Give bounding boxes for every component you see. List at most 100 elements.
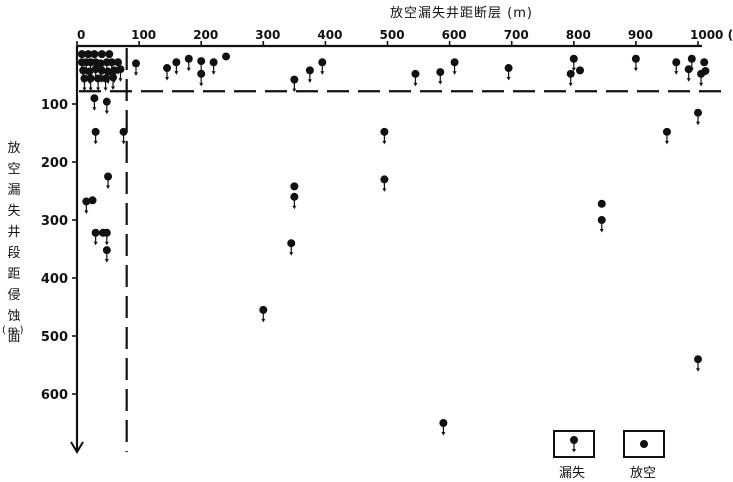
marker-arrowhead [106, 185, 111, 189]
marker-arrowhead [674, 71, 679, 75]
drilling-break-point [597, 199, 606, 208]
marker-dot [97, 66, 106, 75]
marker-dot [305, 66, 314, 75]
lost-circulation-point [411, 69, 420, 87]
marker-arrowhead [413, 82, 418, 87]
marker-dot [684, 65, 693, 74]
x-tick-label: 400 [317, 28, 342, 42]
marker-arrowhead [174, 71, 179, 75]
marker-dot [172, 58, 181, 67]
marker-arrowhead [696, 121, 700, 126]
marker-arrowhead [568, 82, 573, 87]
marker-arrowhead [572, 449, 576, 453]
marker-arrowhead [104, 259, 109, 263]
marker-dot [290, 192, 299, 201]
marker-dot [109, 73, 118, 82]
lost-circulation-point [290, 75, 299, 93]
marker-dot [209, 58, 218, 67]
marker-dot [107, 58, 116, 67]
lost-circulation-point [318, 58, 327, 75]
marker-dot [104, 67, 113, 76]
drilling-break-point [99, 228, 108, 237]
marker-dot [197, 69, 206, 78]
marker-dot [101, 74, 110, 83]
lost-circulation-point [91, 127, 100, 145]
lost-circulation-point [684, 65, 693, 82]
marker-arrowhead [320, 71, 325, 75]
marker-dot [411, 69, 420, 78]
marker-dot [687, 54, 696, 63]
lost-circulation-point [104, 172, 113, 189]
lost-circulation-point [109, 73, 118, 90]
marker-dot [436, 68, 445, 77]
y-tick-label: 300 [41, 214, 68, 229]
y-axis-unit: (m) [2, 325, 26, 336]
marker-dot [131, 59, 140, 68]
marker-dot [259, 305, 268, 314]
lost-circulation-point [290, 192, 299, 210]
lost-circulation-point [116, 65, 125, 82]
drilling-break-point [222, 52, 231, 61]
marker-dot [694, 355, 702, 364]
marker-arrowhead [289, 252, 294, 256]
drilling-break-point [700, 58, 709, 67]
marker-dot [504, 64, 513, 73]
drilling-break-point [97, 50, 106, 59]
marker-arrowhead [307, 79, 312, 83]
marker-arrowhead [104, 110, 109, 115]
lost-circulation-point [569, 54, 578, 72]
marker-arrowhead [186, 67, 191, 72]
x-axis-title: 放空漏失井距断层 (m) [390, 6, 533, 21]
marker-dot [672, 58, 681, 67]
marker-dot [439, 419, 448, 427]
x-tick-label: 1000 (m) [690, 28, 733, 42]
lost-circulation-point [101, 74, 110, 91]
marker-dot [184, 54, 193, 63]
marker-dot [631, 54, 640, 63]
lost-circulation-point [131, 59, 140, 76]
data-points [77, 50, 710, 436]
lost-circulation-point [662, 127, 671, 145]
marker-dot [94, 74, 103, 83]
marker-dot [104, 172, 113, 181]
marker-dot [197, 57, 206, 66]
drilling-break-point [90, 50, 99, 59]
marker-arrowhead [696, 368, 700, 372]
marker-dot [597, 216, 606, 224]
drilling-break-point [77, 50, 86, 59]
marker-arrowhead [571, 67, 576, 72]
marker-arrowhead [261, 318, 266, 323]
marker-dot [86, 74, 95, 83]
marker-dot [450, 58, 459, 67]
legend-markers [570, 436, 648, 453]
lost-circulation-point [209, 58, 218, 75]
drilling-break-point [576, 66, 585, 75]
marker-dot [163, 64, 172, 73]
marker-dot [102, 246, 111, 255]
tick-labels: 0 100 200 300 400 500 600 700 800 900 1000 (m) 100 2… [41, 28, 733, 403]
marker-dot [82, 197, 91, 206]
lost-circulation-point [197, 69, 206, 87]
axes [70, 44, 702, 454]
x-tick-label: 800 [566, 28, 591, 42]
marker-dot [85, 67, 94, 76]
x-tick-label: 300 [255, 28, 280, 42]
marker-arrowhead [93, 140, 98, 145]
threshold-lines [79, 48, 728, 452]
marker-dot [290, 75, 299, 84]
tick-marks [72, 41, 699, 395]
x-tick-label: 0 [77, 28, 85, 42]
y-tick-label: 200 [41, 156, 68, 171]
marker-arrowhead [211, 71, 216, 75]
marker-dot [694, 108, 702, 117]
lost-circulation-point [90, 94, 99, 111]
marker-dot [90, 94, 99, 103]
marker-arrowhead [111, 86, 116, 90]
marker-dot [570, 436, 578, 444]
lost-circulation-point [119, 127, 128, 145]
marker-arrowhead [599, 229, 604, 233]
lost-circulation-point [380, 127, 389, 145]
marker-arrowhead [689, 67, 694, 72]
lost-circulation-point [86, 74, 95, 91]
